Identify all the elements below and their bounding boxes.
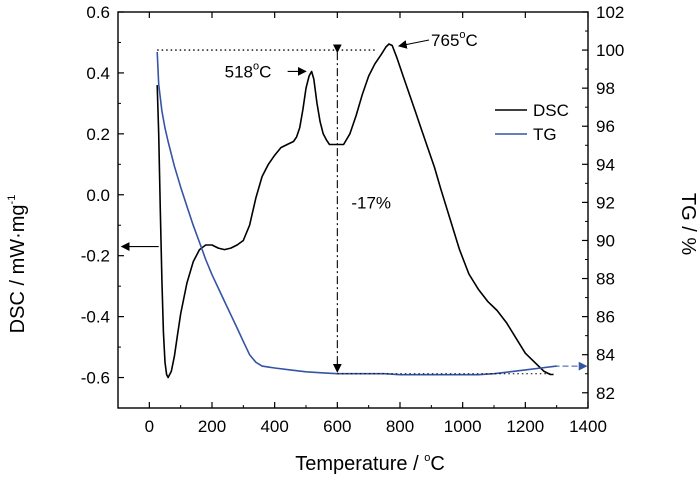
y-left-tick-label: -0.4 <box>81 308 110 327</box>
series-line-tg <box>156 51 557 376</box>
y-left-axis-title: DSC / mW·mg-1 <box>6 195 29 334</box>
x-tick-label: 1200 <box>506 417 544 436</box>
y-right-tick-label: 88 <box>596 270 615 289</box>
x-tick-label: 400 <box>260 417 288 436</box>
y-right-tick-label: 92 <box>596 193 615 212</box>
legend: DSC TG <box>495 101 569 144</box>
y-right-tick-label: 98 <box>596 79 615 98</box>
y-right-tick-label: 94 <box>596 155 615 174</box>
legend-label-tg: TG <box>533 125 557 144</box>
y-right-tick-label: 96 <box>596 117 615 136</box>
y-right-tick-label: 102 <box>596 3 624 22</box>
annotations: 518oC 765oC -17% <box>120 29 588 375</box>
axis-ticks: 0 200 400 600 800 1000 1200 1400 -0.6 -0.4 -0.2 0.0… <box>81 3 625 436</box>
x-axis-title: Temperature / oC <box>295 452 445 475</box>
data-series <box>156 43 557 379</box>
mass-loss-label: -17% <box>351 193 391 212</box>
x-tick-label: 1400 <box>569 417 607 436</box>
x-tick-label: 1000 <box>444 417 482 436</box>
y-left-tick-label: -0.2 <box>81 247 110 266</box>
peak-label-518: 518oC <box>225 60 272 81</box>
peak-arrow-765 <box>397 39 430 49</box>
y-right-tick-label: 86 <box>596 308 615 327</box>
plot-frame <box>117 11 589 409</box>
y-left-tick-label: -0.6 <box>81 369 110 388</box>
legend-label-dsc: DSC <box>533 101 569 120</box>
x-tick-label: 800 <box>386 417 414 436</box>
y-right-axis-title: TG / % <box>677 193 699 255</box>
y-right-tick-label: 100 <box>596 41 624 60</box>
y-right-tick-label: 82 <box>596 384 615 403</box>
peak-label-765: 765oC <box>431 29 478 50</box>
y-right-tick-label: 84 <box>596 346 615 365</box>
x-tick-label: 600 <box>323 417 351 436</box>
x-tick-label: 0 <box>145 417 154 436</box>
series-line-dsc <box>156 43 554 379</box>
y-left-tick-label: 0.6 <box>86 3 110 22</box>
x-tick-label: 200 <box>198 417 226 436</box>
y-left-tick-label: 0.2 <box>86 125 110 144</box>
y-left-tick-label: 0.0 <box>86 186 110 205</box>
y-left-tick-label: 0.4 <box>86 64 110 83</box>
y-right-tick-label: 90 <box>596 231 615 250</box>
plot-frame-rect <box>117 11 589 409</box>
